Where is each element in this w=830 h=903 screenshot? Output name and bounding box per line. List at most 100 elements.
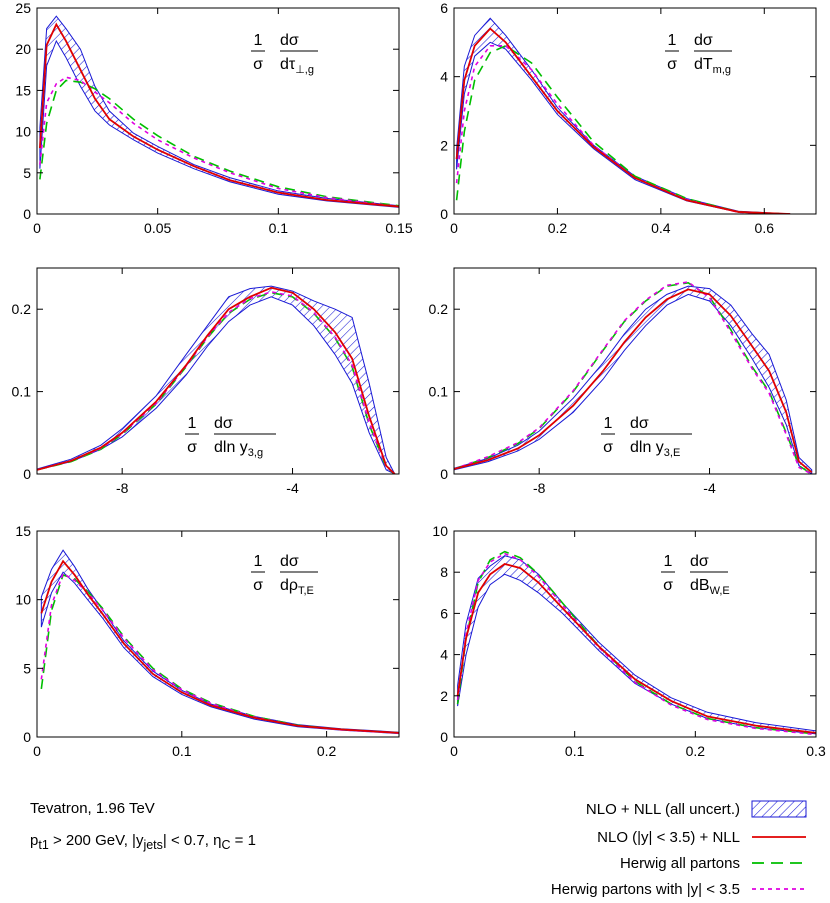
label-dsigma: dσ	[214, 415, 233, 432]
legend-label: NLO + NLL (all uncert.)	[586, 801, 740, 818]
x-tick-label: 0.2	[548, 220, 568, 236]
panel-frame	[36, 267, 400, 475]
label-numerator-1: 1	[254, 32, 263, 49]
label-dsigma: dσ	[694, 32, 713, 49]
panel-1: 0 0.05 0.1 0.15 0 5 10 15 20 25 1 σdσ dτ⊥,g	[15, 0, 412, 236]
observable-label: 1 σdσ dρT,E	[251, 553, 318, 597]
y-tick-label: 4	[440, 647, 448, 663]
y-tick-label: 0.1	[12, 384, 32, 400]
x-tick-label: -8	[533, 480, 546, 496]
label-numerator-1: 1	[664, 553, 673, 570]
label-sigma: σ	[663, 577, 673, 594]
y-tick-label: 0.2	[429, 301, 449, 317]
y-tick-label: 0	[440, 729, 448, 745]
observable-label: 1 σdσ dTm,g	[665, 32, 732, 76]
label-sigma: σ	[253, 56, 263, 73]
herwig-cut-line	[37, 291, 396, 474]
y-tick-label: 25	[15, 0, 31, 16]
y-tick-label: 8	[440, 564, 448, 580]
x-tick-label: 0	[450, 743, 458, 759]
panel-frame	[453, 7, 817, 215]
x-tick-label: 0.4	[651, 220, 671, 236]
herwig-all-line	[39, 79, 399, 207]
legend-item: Herwig partons with |y| < 3.5	[551, 881, 806, 898]
x-tick-label: -4	[703, 480, 716, 496]
label-variable: dln y3,g	[214, 439, 263, 459]
nlo-nll-line	[38, 22, 399, 208]
y-tick-label: 0	[440, 206, 448, 222]
y-tick-label: 0.2	[12, 301, 32, 317]
label-numerator-1: 1	[188, 415, 197, 432]
nlo-nll-line	[456, 562, 816, 734]
panel-frame	[36, 7, 400, 215]
label-variable: dBW,E	[690, 577, 730, 597]
nlo-nll-line	[37, 286, 396, 474]
herwig-all-line	[455, 44, 791, 214]
herwig-all-line	[40, 573, 399, 734]
panel-6: 0 0.1 0.2 0.3 0 2 4 6 8 10 1 σdσ dBW,E	[432, 523, 826, 759]
panel-5: 0 0.1 0.2 0 5 10 15 1 σdσ dρT,E	[15, 523, 400, 759]
y-tick-label: 0	[23, 466, 31, 482]
label-sigma: σ	[253, 577, 263, 594]
legend-label: NLO (|y| < 3.5) + NLL	[597, 829, 740, 846]
observable-label: 1 σdσ dBW,E	[661, 553, 730, 597]
x-tick-label: 0	[450, 220, 458, 236]
label-numerator-1: 1	[254, 553, 263, 570]
nlo-nll-line	[455, 27, 791, 214]
herwig-all-line	[456, 550, 816, 735]
label-numerator-1: 1	[668, 32, 677, 49]
y-tick-label: 15	[15, 523, 31, 539]
x-tick-label: 0.1	[172, 743, 192, 759]
label-variable: dln y3,E	[630, 439, 680, 459]
y-tick-label: 10	[15, 124, 31, 140]
label-dsigma: dσ	[630, 415, 649, 432]
legend-item: NLO + NLL (all uncert.)	[586, 800, 807, 818]
x-tick-label: 0.3	[806, 743, 826, 759]
legend-item: NLO (|y| < 3.5) + NLL	[597, 829, 806, 846]
label-variable: dτ⊥,g	[280, 56, 314, 76]
herwig-all-line	[454, 281, 813, 474]
herwig-cut-line	[456, 552, 816, 736]
y-tick-label: 5	[23, 660, 31, 676]
label-dsigma: dσ	[280, 32, 299, 49]
x-tick-label: -8	[116, 480, 129, 496]
nlo-nll-line	[454, 288, 813, 474]
panel-3: -8 -4 0 0.1 0.2 1 σdσ dln y3,g	[12, 267, 400, 496]
x-tick-label: 0.05	[144, 220, 171, 236]
observable-label: 1 σdσ dln y3,g	[185, 415, 276, 459]
x-tick-label: 0.2	[686, 743, 706, 759]
legend: NLO + NLL (all uncert.) NLO (|y| < 3.5) +…	[551, 800, 807, 898]
label-sigma: σ	[667, 56, 677, 73]
energy-label: Tevatron, 1.96 TeV	[30, 800, 155, 817]
label-dsigma: dσ	[280, 553, 299, 570]
cuts-label: pt1 > 200 GeV, |yjets| < 0.7, ηC = 1	[30, 832, 256, 852]
panel-frame	[36, 530, 400, 738]
x-tick-label: 0.1	[269, 220, 289, 236]
x-tick-label: 0.6	[755, 220, 775, 236]
uncertainty-band	[457, 555, 816, 735]
y-tick-label: 5	[23, 165, 31, 181]
observable-label: 1 σdσ dτ⊥,g	[251, 32, 318, 76]
uncertainty-band	[454, 285, 813, 474]
y-tick-label: 0	[440, 466, 448, 482]
x-tick-label: -4	[286, 480, 299, 496]
herwig-cut-line	[455, 44, 791, 214]
label-variable: dρT,E	[280, 577, 314, 597]
legend-label: Herwig all partons	[620, 855, 740, 872]
herwig-cut-line	[40, 572, 399, 734]
panel-4: -8 -4 0 0.1 0.2 1 σdσ dln y3,E	[429, 267, 817, 496]
legend-swatch	[751, 800, 807, 818]
herwig-cut-line	[39, 76, 399, 208]
y-tick-label: 6	[440, 0, 448, 16]
y-tick-label: 20	[15, 41, 31, 57]
observable-label: 1 σdσ dln y3,E	[601, 415, 692, 459]
label-variable: dTm,g	[694, 56, 731, 76]
x-tick-label: 0.1	[565, 743, 585, 759]
legend-label: Herwig partons with |y| < 3.5	[551, 881, 740, 898]
x-tick-label: 0.15	[385, 220, 412, 236]
uncertainty-band	[37, 285, 396, 474]
nlo-nll-line	[40, 559, 399, 734]
y-tick-label: 0	[23, 729, 31, 745]
label-sigma: σ	[603, 439, 613, 456]
